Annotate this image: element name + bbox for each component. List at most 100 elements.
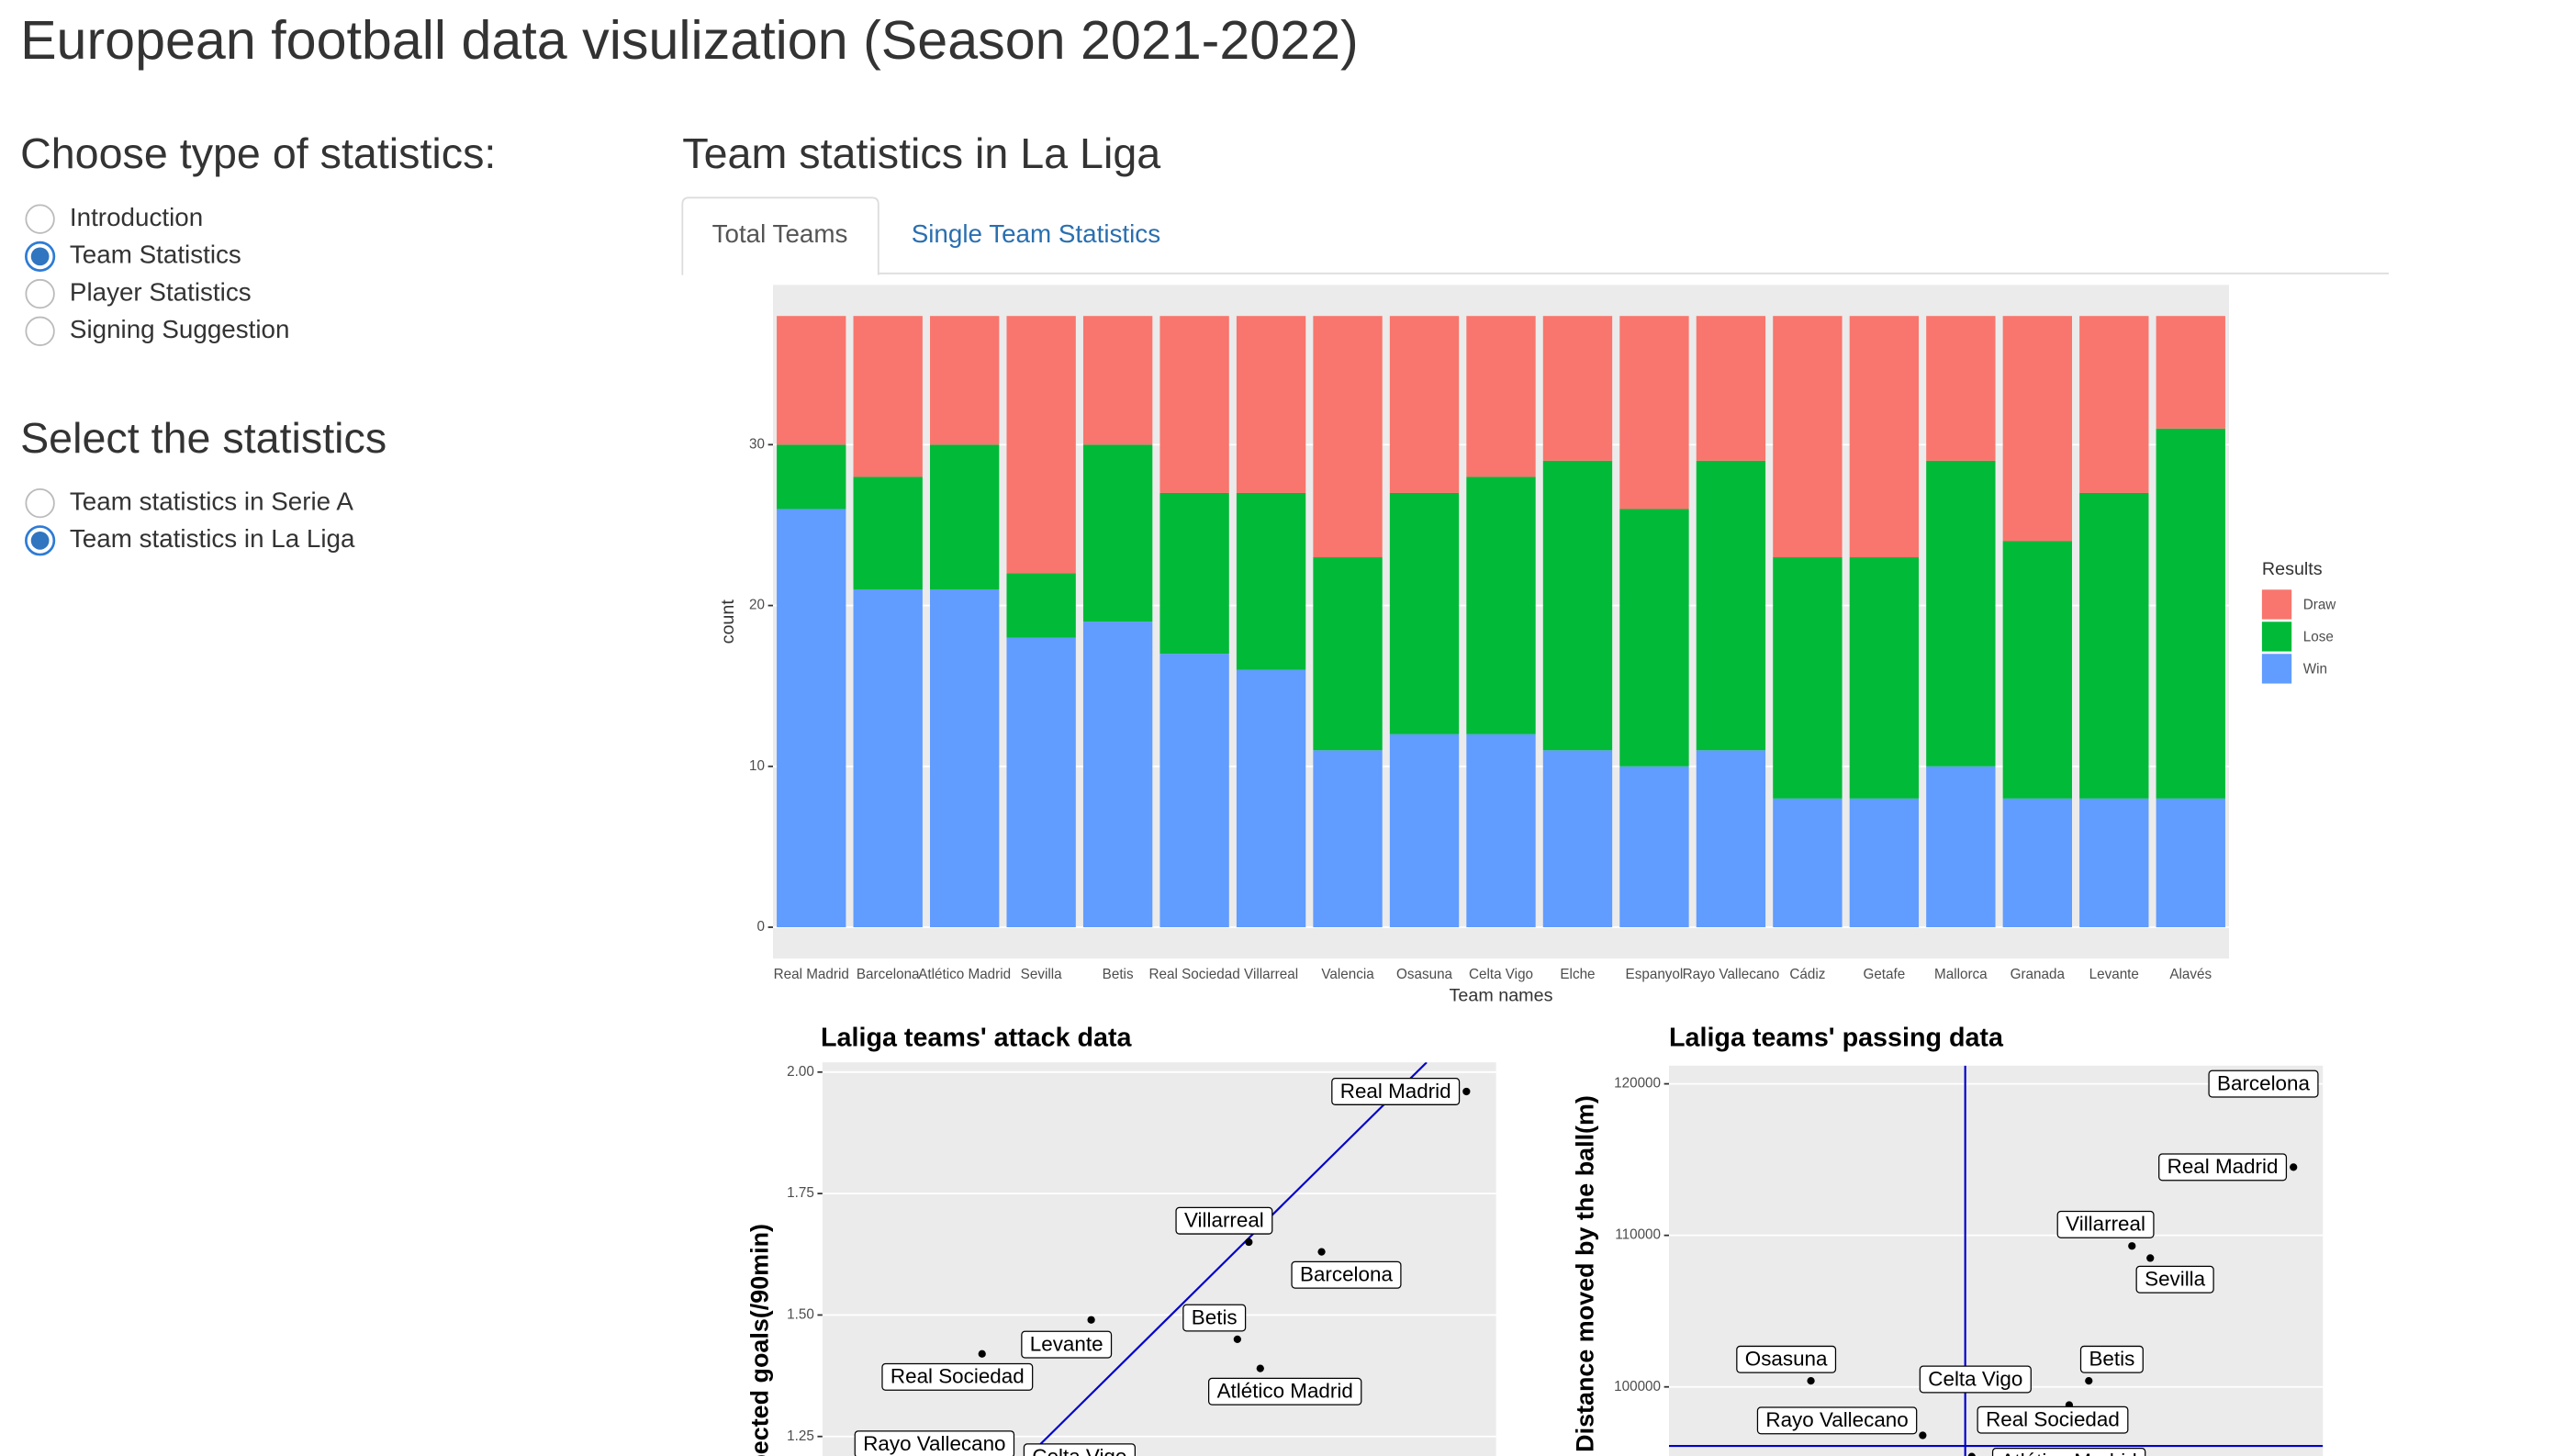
label-box bbox=[2056, 1210, 2155, 1238]
section-heading: Select the statistics bbox=[20, 414, 386, 462]
point-label: Celta Vigo bbox=[1928, 1367, 2022, 1390]
y-tick-label: 100000 bbox=[1614, 1379, 1661, 1394]
radio-button[interactable] bbox=[25, 204, 55, 234]
bar-segment bbox=[1466, 316, 1536, 477]
y-tick-label: 1.50 bbox=[787, 1306, 814, 1322]
label-box bbox=[1208, 1377, 1362, 1406]
bar-segment bbox=[2156, 798, 2225, 928]
bar-segment bbox=[930, 444, 1000, 590]
label-box bbox=[1023, 1443, 1136, 1456]
x-tick-label: Celta Vigo bbox=[1469, 967, 1533, 982]
plot-layer: Real Madrid Villarreal Barcelona Levante Bet… bbox=[854, 1062, 1471, 1456]
x-tick-label: Villarreal bbox=[1244, 967, 1298, 982]
bar-segment bbox=[1389, 734, 1460, 928]
point-label: Villarreal bbox=[2066, 1213, 2145, 1236]
point bbox=[978, 1350, 986, 1358]
label-box bbox=[1991, 1448, 2146, 1456]
x-tick-label: Real Sociedad bbox=[1149, 967, 1240, 982]
section-heading: Choose type of statistics: bbox=[20, 129, 496, 177]
bar-segment bbox=[2002, 316, 2072, 542]
bar-segment bbox=[1159, 492, 1229, 655]
x-tick-label: Elche bbox=[1560, 967, 1595, 982]
radio-button[interactable] bbox=[25, 278, 55, 309]
bar-segment bbox=[1466, 476, 1536, 734]
y-tick-label: 120000 bbox=[1614, 1076, 1661, 1092]
point bbox=[1256, 1364, 1264, 1372]
radio-label[interactable]: Signing Suggestion bbox=[70, 315, 290, 343]
y-tick-label: 110000 bbox=[1615, 1227, 1661, 1243]
bar-segment bbox=[1926, 316, 1996, 461]
tab[interactable]: Total Teams bbox=[712, 219, 848, 248]
plot-panel bbox=[822, 1062, 1496, 1456]
radio-groups: Introduction Team Statistics Player Statis… bbox=[25, 203, 355, 556]
bar-segment bbox=[1236, 669, 1306, 928]
label-box bbox=[1175, 1206, 1273, 1235]
radio-button[interactable] bbox=[25, 316, 55, 346]
bar-segment bbox=[1159, 316, 1229, 493]
radio-dot bbox=[30, 247, 50, 266]
x-tick-label: Sevilla bbox=[1021, 967, 1062, 982]
bar-segment bbox=[1926, 766, 1996, 928]
bar-segment bbox=[1236, 316, 1306, 493]
page-title: European football data visulization (Sea… bbox=[20, 9, 1359, 71]
radio-label[interactable]: Player Statistics bbox=[70, 277, 252, 306]
radio-label[interactable]: Team statistics in La Liga bbox=[70, 524, 355, 553]
legend-title: Results bbox=[2262, 559, 2323, 579]
x-tick-label: Valencia bbox=[1321, 967, 1374, 982]
bar-segment bbox=[1542, 460, 1613, 751]
x-tick-label: Getafe bbox=[1863, 967, 1905, 982]
point-label: Rayo Vallecano bbox=[1765, 1408, 1908, 1431]
legend-label: Draw bbox=[2303, 597, 2337, 612]
bar-segment bbox=[1313, 750, 1383, 928]
bar-segment bbox=[930, 589, 1000, 928]
bar-segment bbox=[2156, 316, 2225, 429]
bar-segment bbox=[1082, 316, 1153, 445]
radio-dot bbox=[30, 531, 50, 550]
bar-segment bbox=[1926, 460, 1996, 767]
label-box bbox=[881, 1362, 1034, 1391]
point bbox=[1919, 1431, 1927, 1439]
bar-segment bbox=[1619, 316, 1689, 510]
point bbox=[1317, 1248, 1326, 1256]
legend-label: Lose bbox=[2303, 629, 2334, 644]
radio-label[interactable]: Team Statistics bbox=[70, 241, 241, 269]
label-box bbox=[1756, 1406, 1918, 1435]
x-tick-label: Levante bbox=[2089, 967, 2139, 982]
x-tick-label: Cádiz bbox=[1789, 967, 1825, 982]
bar-segment bbox=[1236, 492, 1306, 670]
radio-button[interactable] bbox=[25, 487, 55, 519]
x-axis-label: Team names bbox=[1450, 986, 1553, 1006]
y-tick-label: 30 bbox=[749, 436, 765, 452]
point-label: Osasuna bbox=[1745, 1348, 1828, 1371]
label-box bbox=[1021, 1330, 1113, 1359]
radio-label[interactable]: Introduction bbox=[70, 203, 203, 231]
point bbox=[1967, 1452, 1976, 1456]
label-box bbox=[1977, 1406, 2129, 1434]
point-label: Barcelona bbox=[1300, 1263, 1393, 1286]
plot-layer: Barcelona Real Madrid Villarreal Sevilla Bet… bbox=[1669, 1065, 2324, 1456]
point bbox=[2128, 1242, 2136, 1250]
bar-segment bbox=[1696, 316, 1766, 461]
tab[interactable]: Single Team Statistics bbox=[912, 219, 1160, 248]
bar-segment bbox=[1006, 637, 1076, 928]
bar-segment bbox=[2079, 316, 2149, 493]
legend-swatch bbox=[2261, 654, 2292, 684]
bar-segment bbox=[1389, 316, 1460, 493]
bar-segment bbox=[1773, 557, 1843, 799]
bar-segment bbox=[1619, 509, 1689, 767]
point-label: Real Sociedad bbox=[891, 1365, 1025, 1388]
y-axis-label: count bbox=[718, 599, 738, 644]
point bbox=[1807, 1376, 1815, 1385]
radio-label[interactable]: Team statistics in Serie A bbox=[70, 487, 353, 515]
bar-segment bbox=[1082, 444, 1153, 622]
chart-title: Laliga teams' passing data bbox=[1669, 1024, 2004, 1053]
bar-segment bbox=[853, 589, 923, 928]
main-title: Team statistics in La Liga bbox=[682, 129, 1160, 177]
bar-segment bbox=[1159, 654, 1229, 928]
legend-swatch bbox=[2261, 622, 2292, 652]
point bbox=[2085, 1376, 2093, 1385]
x-tick-label: Granada bbox=[2011, 967, 2066, 982]
tabs: Total Teams Single Team Statistics bbox=[681, 196, 1160, 275]
